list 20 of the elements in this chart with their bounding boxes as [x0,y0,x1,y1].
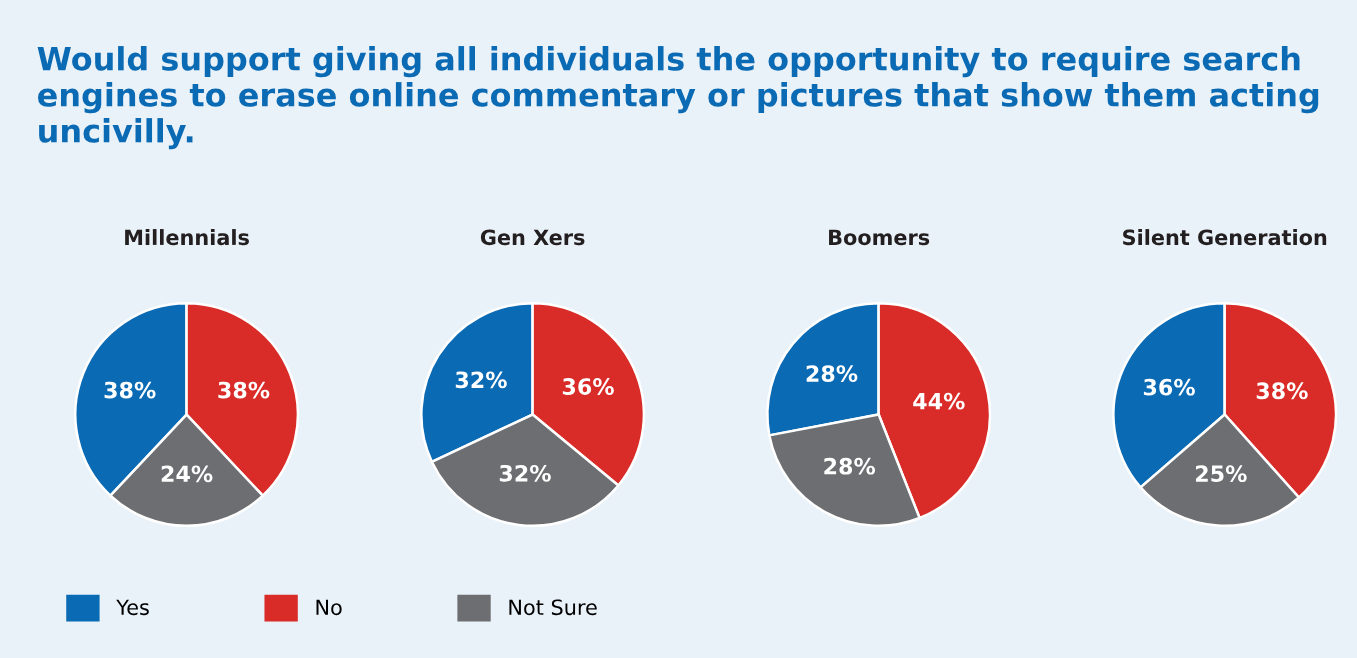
data-label: 38% [218,381,270,399]
data-label: 32% [499,464,551,482]
data-label: 24% [161,465,213,483]
data-label: 28% [806,365,858,382]
data-label: 38% [1256,382,1308,400]
chart-title: Silent Generation [1123,229,1327,246]
data-label: 36% [562,378,614,395]
chart-title: Boomers [829,229,930,246]
chart-title: Millennials [125,229,249,246]
chart-title: Gen Xers [480,229,585,246]
data-label: 32% [455,371,507,389]
legend-label: No [316,599,342,616]
data-label: 44% [913,392,965,410]
data-label: 25% [1195,465,1247,483]
data-label: 38% [104,381,156,399]
data-label: 28% [824,457,876,475]
legend-label: Not Sure [509,599,597,616]
legend-label: Yes [116,599,149,616]
data-label: 36% [1143,378,1195,396]
text: Would support giving all individuals the opportunity to require search engines to erase online commentary or pictures that show them acting uncivilly. [37,46,1319,150]
